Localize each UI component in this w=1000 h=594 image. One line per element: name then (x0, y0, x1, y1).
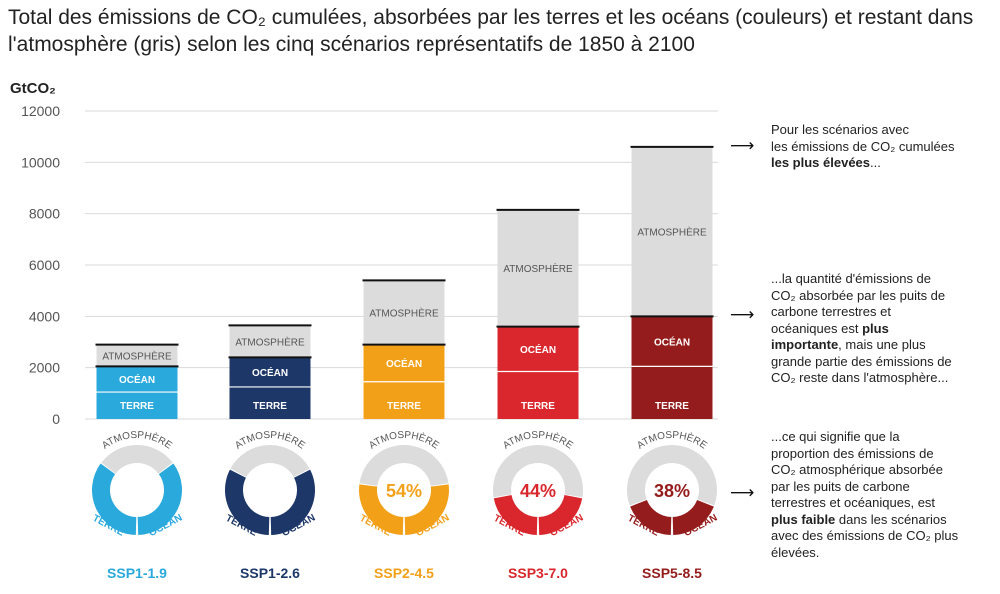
bar-ocean (497, 326, 579, 372)
donut-terre-segment (92, 463, 137, 535)
donut-atmosphere-segment (627, 444, 717, 506)
bar-terre (363, 381, 445, 419)
note1-line3: les plus élevées... (771, 155, 996, 172)
bar-label-atmosphere: ATMOSPHÈRE (102, 349, 172, 362)
bar-terre (631, 366, 713, 419)
y-axis-label: GtCO₂ (10, 80, 56, 97)
y-tick-label: 2000 (29, 360, 60, 376)
bar-ocean (631, 316, 713, 367)
bar-label-atmosphere: ATMOSPHÈRE (637, 226, 707, 239)
bar-atmosphere (363, 280, 445, 345)
donut-atmosphere-segment (101, 445, 173, 474)
bar-label-ocean: OCÉAN (654, 335, 690, 348)
bar-label-atmosphere: ATMOSPHÈRE (235, 335, 305, 348)
note3-line2: proportion des émissions de (771, 445, 934, 461)
bar-label-terre: TERRE (521, 401, 555, 412)
bar-atmosphere (497, 209, 579, 327)
bar-atmosphere (229, 325, 311, 358)
note2-line5: importante, mais une plus (771, 337, 996, 354)
title-line-1: Total des émissions de CO₂ cumulées, abs… (8, 6, 974, 29)
note2-line7: CO₂ reste dans l'atmosphère... (771, 370, 949, 385)
donut-atmosphere-segment (493, 444, 583, 498)
donut-percent: 54% (386, 481, 422, 501)
donut-percent: 38% (654, 481, 690, 501)
donut-ocean-segment (137, 463, 182, 535)
donut-terre-segment (359, 484, 404, 535)
scenario-label: SSP1-1.9 (107, 565, 167, 581)
bar-ocean (363, 344, 445, 382)
arrow-icon-1: ⟶ (730, 136, 755, 155)
y-tick-label: 4000 (29, 308, 60, 324)
note3-line4: par les puits de carbone (771, 478, 910, 494)
note3-line3: CO₂ atmosphérique absorbée (771, 462, 943, 477)
y-tick-label: 10000 (21, 154, 60, 170)
scenario-label: SSP3-7.0 (508, 565, 568, 581)
donut-terre-segment (493, 495, 538, 535)
bar-label-ocean: OCÉAN (252, 366, 288, 379)
bar-label-terre: TERRE (655, 401, 689, 412)
note1-line1: Pour les scénarios avec (771, 122, 910, 137)
bar-label-atmosphere: ATMOSPHÈRE (369, 306, 439, 319)
arrow-icon-2: ⟶ (730, 305, 755, 324)
note3-line8: élevées. (771, 544, 820, 560)
bar-label-terre: TERRE (253, 401, 287, 412)
note2-line4a: océaniques est (771, 320, 859, 336)
donut-terre-segment (630, 499, 672, 535)
bar-terre (229, 386, 311, 419)
note-3: ...ce qui signifie que la proportion des… (771, 429, 996, 561)
note3-bold: plus faible (771, 511, 836, 527)
y-tick-label: 8000 (29, 206, 60, 222)
note2-line2: CO₂ absorbée par les puits de (771, 287, 946, 303)
donut-ocean-segment (270, 469, 316, 535)
note3-line7: avec des émissions de CO₂ plus (771, 528, 959, 543)
note3-line1: ...ce qui signifie que la (771, 429, 900, 444)
bar-label-atmosphere: ATMOSPHÈRE (503, 262, 573, 275)
note1-end: ... (870, 155, 881, 170)
note-2: ...la quantité d'émissions de CO₂ absorb… (771, 271, 996, 387)
donut-percent: 70% (119, 481, 155, 501)
scenario-label: SSP2-4.5 (374, 565, 434, 581)
note1-bold: les plus élevées (771, 155, 871, 170)
donut-ocean-segment (538, 495, 583, 535)
donut-terre-segment (225, 469, 270, 535)
title-line-2: l'atmosphère (gris) selon les cinq scéna… (8, 33, 695, 56)
bar-label-terre: TERRE (120, 401, 154, 412)
note2-line1: ...la quantité d'émissions de (771, 271, 932, 286)
donut-ocean-segment (672, 499, 714, 535)
donut-percent: 65% (252, 481, 288, 501)
bar-terre (96, 392, 178, 419)
bar-label-ocean: OCÉAN (386, 357, 422, 370)
arrow-icon-3: ⟶ (730, 483, 755, 502)
bar-ocean (96, 366, 178, 393)
y-tick-label: 6000 (29, 257, 60, 273)
y-tick-label: 0 (52, 411, 60, 427)
donut-percent: 44% (520, 481, 556, 501)
scenario-label: SSP1-2.6 (240, 565, 300, 581)
y-tick-label: 12000 (21, 103, 60, 119)
note2-line5-text: , mais une plus (838, 337, 926, 352)
donut-atmosphere-segment (230, 445, 310, 478)
bar-label-ocean: OCÉAN (520, 343, 556, 356)
bar-label-terre: TERRE (387, 401, 421, 412)
chart-title: Total des émissions de CO₂ cumulées, abs… (8, 4, 998, 58)
bar-atmosphere (631, 146, 713, 317)
note3-line5: terrestres et océaniques, est (771, 495, 936, 510)
note3-line6-text: dans les scénarios (835, 511, 947, 527)
note2-line4: océaniques est plus (771, 321, 996, 338)
bar-label-ocean: OCÉAN (119, 373, 155, 386)
donut-atmosphere-segment (359, 444, 449, 486)
scenario-label: SSP5-8.5 (642, 565, 702, 581)
note2-line6: grande partie des émissions de (771, 353, 952, 369)
note2-line3: carbone terrestres et (771, 304, 891, 319)
donut-ocean-segment (404, 484, 449, 535)
bar-atmosphere (96, 344, 178, 367)
bar-terre (497, 371, 579, 419)
note2-bold1: plus (862, 320, 889, 336)
note3-line6: plus faible dans les scénarios (771, 512, 996, 529)
note2-bold2: importante (771, 337, 839, 352)
bar-ocean (229, 357, 311, 387)
note1-line2: les émissions de CO₂ cumulées (771, 138, 955, 154)
note-1: Pour les scénarios avec les émissions de… (771, 122, 996, 172)
